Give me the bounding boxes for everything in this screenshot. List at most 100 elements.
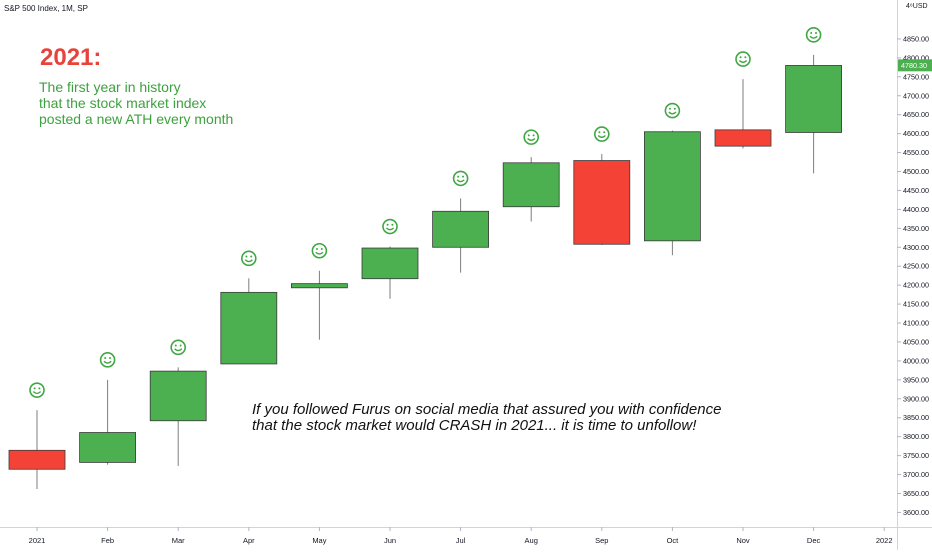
smiley-face bbox=[382, 218, 398, 235]
smiley-eye-left bbox=[386, 223, 389, 226]
candle-layer bbox=[8, 54, 842, 489]
smiley-eye-left bbox=[104, 357, 107, 360]
smiley-face bbox=[311, 242, 328, 259]
smiley-face bbox=[664, 102, 681, 119]
subtitle-line-2: that the stock market index bbox=[39, 95, 207, 111]
y-tick-label: 4100.00 bbox=[903, 319, 929, 328]
x-tick-label: Apr bbox=[243, 536, 255, 545]
smiley-eye-left bbox=[245, 255, 248, 258]
last-price-bg bbox=[898, 59, 932, 72]
currency-label[interactable]: 4⁶USD bbox=[906, 3, 928, 11]
y-tick-label: 4700.00 bbox=[903, 91, 929, 100]
smiley-eye-right bbox=[744, 56, 747, 59]
x-tick-label: Nov bbox=[736, 536, 750, 545]
candle-jul[interactable] bbox=[432, 198, 490, 273]
candle-mar[interactable] bbox=[149, 367, 207, 466]
smiley-eye-right bbox=[815, 32, 817, 35]
candle-sep[interactable] bbox=[573, 154, 631, 245]
x-tick-label: Mar bbox=[172, 536, 185, 545]
smiley-face bbox=[523, 129, 540, 145]
x-tick-label: 2021 bbox=[29, 536, 46, 545]
subtitle-line-3: posted a new ATH every month bbox=[39, 111, 234, 127]
subtitle-line-1: The first year in history bbox=[39, 79, 181, 95]
smiley-layer bbox=[29, 27, 822, 398]
smiley-icon bbox=[311, 242, 328, 259]
smiley-mouth bbox=[103, 360, 112, 364]
x-tick-label: Jun bbox=[384, 536, 396, 545]
x-tick-label: May bbox=[312, 536, 326, 545]
smiley-eye-left bbox=[527, 134, 530, 137]
y-tick-label: 4750.00 bbox=[903, 72, 929, 81]
y-tick-label: 3700.00 bbox=[903, 470, 929, 479]
candle-nov[interactable] bbox=[714, 79, 772, 149]
smiley-mouth bbox=[174, 348, 183, 352]
smiley-eye-right bbox=[250, 255, 253, 258]
x-tick-label: Sep bbox=[595, 536, 608, 545]
candle-feb[interactable] bbox=[79, 379, 136, 465]
smiley-eye-left bbox=[810, 32, 813, 35]
x-tick-label: 2022 bbox=[876, 536, 893, 545]
candle-may[interactable] bbox=[290, 270, 348, 340]
candle-body bbox=[502, 162, 560, 208]
y-tick-label: 4250.00 bbox=[903, 262, 929, 271]
smiley-mouth bbox=[32, 391, 42, 394]
smiley-eye-left bbox=[598, 131, 601, 134]
smiley-eye-left bbox=[316, 247, 318, 250]
smiley-eye-right bbox=[673, 107, 676, 110]
smiley-icon bbox=[241, 250, 257, 267]
y-tick-label: 3900.00 bbox=[903, 394, 929, 403]
smiley-eye-left bbox=[669, 107, 671, 110]
time-axis[interactable]: 2021 Feb Mar Apr May Jun Jul Aug Sep Oct Nov Dec 202… bbox=[29, 527, 893, 545]
y-tick-label: 4550.00 bbox=[903, 148, 929, 157]
x-tick-label: Aug bbox=[525, 536, 538, 545]
candle-body bbox=[79, 432, 136, 463]
x-tick-label: Oct bbox=[667, 536, 680, 545]
smiley-eye-right bbox=[532, 134, 535, 137]
candle-2021[interactable] bbox=[8, 410, 66, 489]
price-axis[interactable]: 3600.00 3650.00 3700.00 3750.00 3800.00 3850.… bbox=[897, 34, 932, 517]
smiley-mouth bbox=[597, 135, 606, 138]
currency-prefix: 4⁶ bbox=[906, 3, 913, 10]
smiley-mouth bbox=[244, 259, 253, 263]
candle-oct[interactable] bbox=[644, 130, 701, 256]
smiley-eye-right bbox=[603, 131, 606, 134]
smiley-eye-left bbox=[174, 344, 177, 347]
smiley-eye-right bbox=[462, 175, 464, 178]
headline: 2021: bbox=[40, 44, 102, 71]
candle-body bbox=[8, 449, 66, 470]
candle-body bbox=[290, 283, 348, 289]
smiley-icon bbox=[593, 126, 610, 142]
smiley-icon bbox=[523, 129, 540, 145]
x-tick-label: Dec bbox=[807, 536, 821, 545]
smiley-mouth bbox=[668, 111, 677, 115]
last-price-tag[interactable]: 4780.30 bbox=[898, 59, 932, 72]
note-line-2: that the stock market would CRASH in 202… bbox=[252, 417, 697, 434]
note-line-1: If you followed Furus on social media th… bbox=[252, 401, 722, 418]
smiley-icon bbox=[735, 51, 751, 67]
y-tick-label: 4450.00 bbox=[903, 186, 929, 195]
y-tick-label: 3950.00 bbox=[903, 375, 929, 384]
smiley-eye-right bbox=[109, 357, 111, 360]
last-price-label: 4780.30 bbox=[901, 61, 927, 70]
candle-jun[interactable] bbox=[361, 246, 419, 299]
candle-body bbox=[149, 370, 207, 422]
y-tick-label: 4800.00 bbox=[903, 53, 929, 62]
smiley-mouth bbox=[738, 60, 748, 63]
candle-aug[interactable] bbox=[502, 157, 560, 222]
candle-dec[interactable] bbox=[785, 54, 842, 174]
candle-apr[interactable] bbox=[220, 278, 278, 365]
y-tick-label: 4050.00 bbox=[903, 337, 929, 346]
smiley-face bbox=[452, 170, 469, 187]
smiley-eye-left bbox=[33, 387, 36, 390]
y-tick-label: 4200.00 bbox=[903, 281, 929, 290]
smiley-icon bbox=[170, 339, 186, 356]
y-tick-label: 3750.00 bbox=[903, 451, 929, 460]
smiley-eye-left bbox=[457, 175, 460, 178]
y-tick-label: 4000.00 bbox=[903, 356, 929, 365]
smiley-mouth bbox=[385, 227, 395, 231]
y-tick-label: 3600.00 bbox=[903, 508, 929, 517]
symbol-label[interactable]: S&P 500 Index, 1M, SP bbox=[4, 4, 88, 13]
smiley-mouth bbox=[809, 35, 818, 39]
